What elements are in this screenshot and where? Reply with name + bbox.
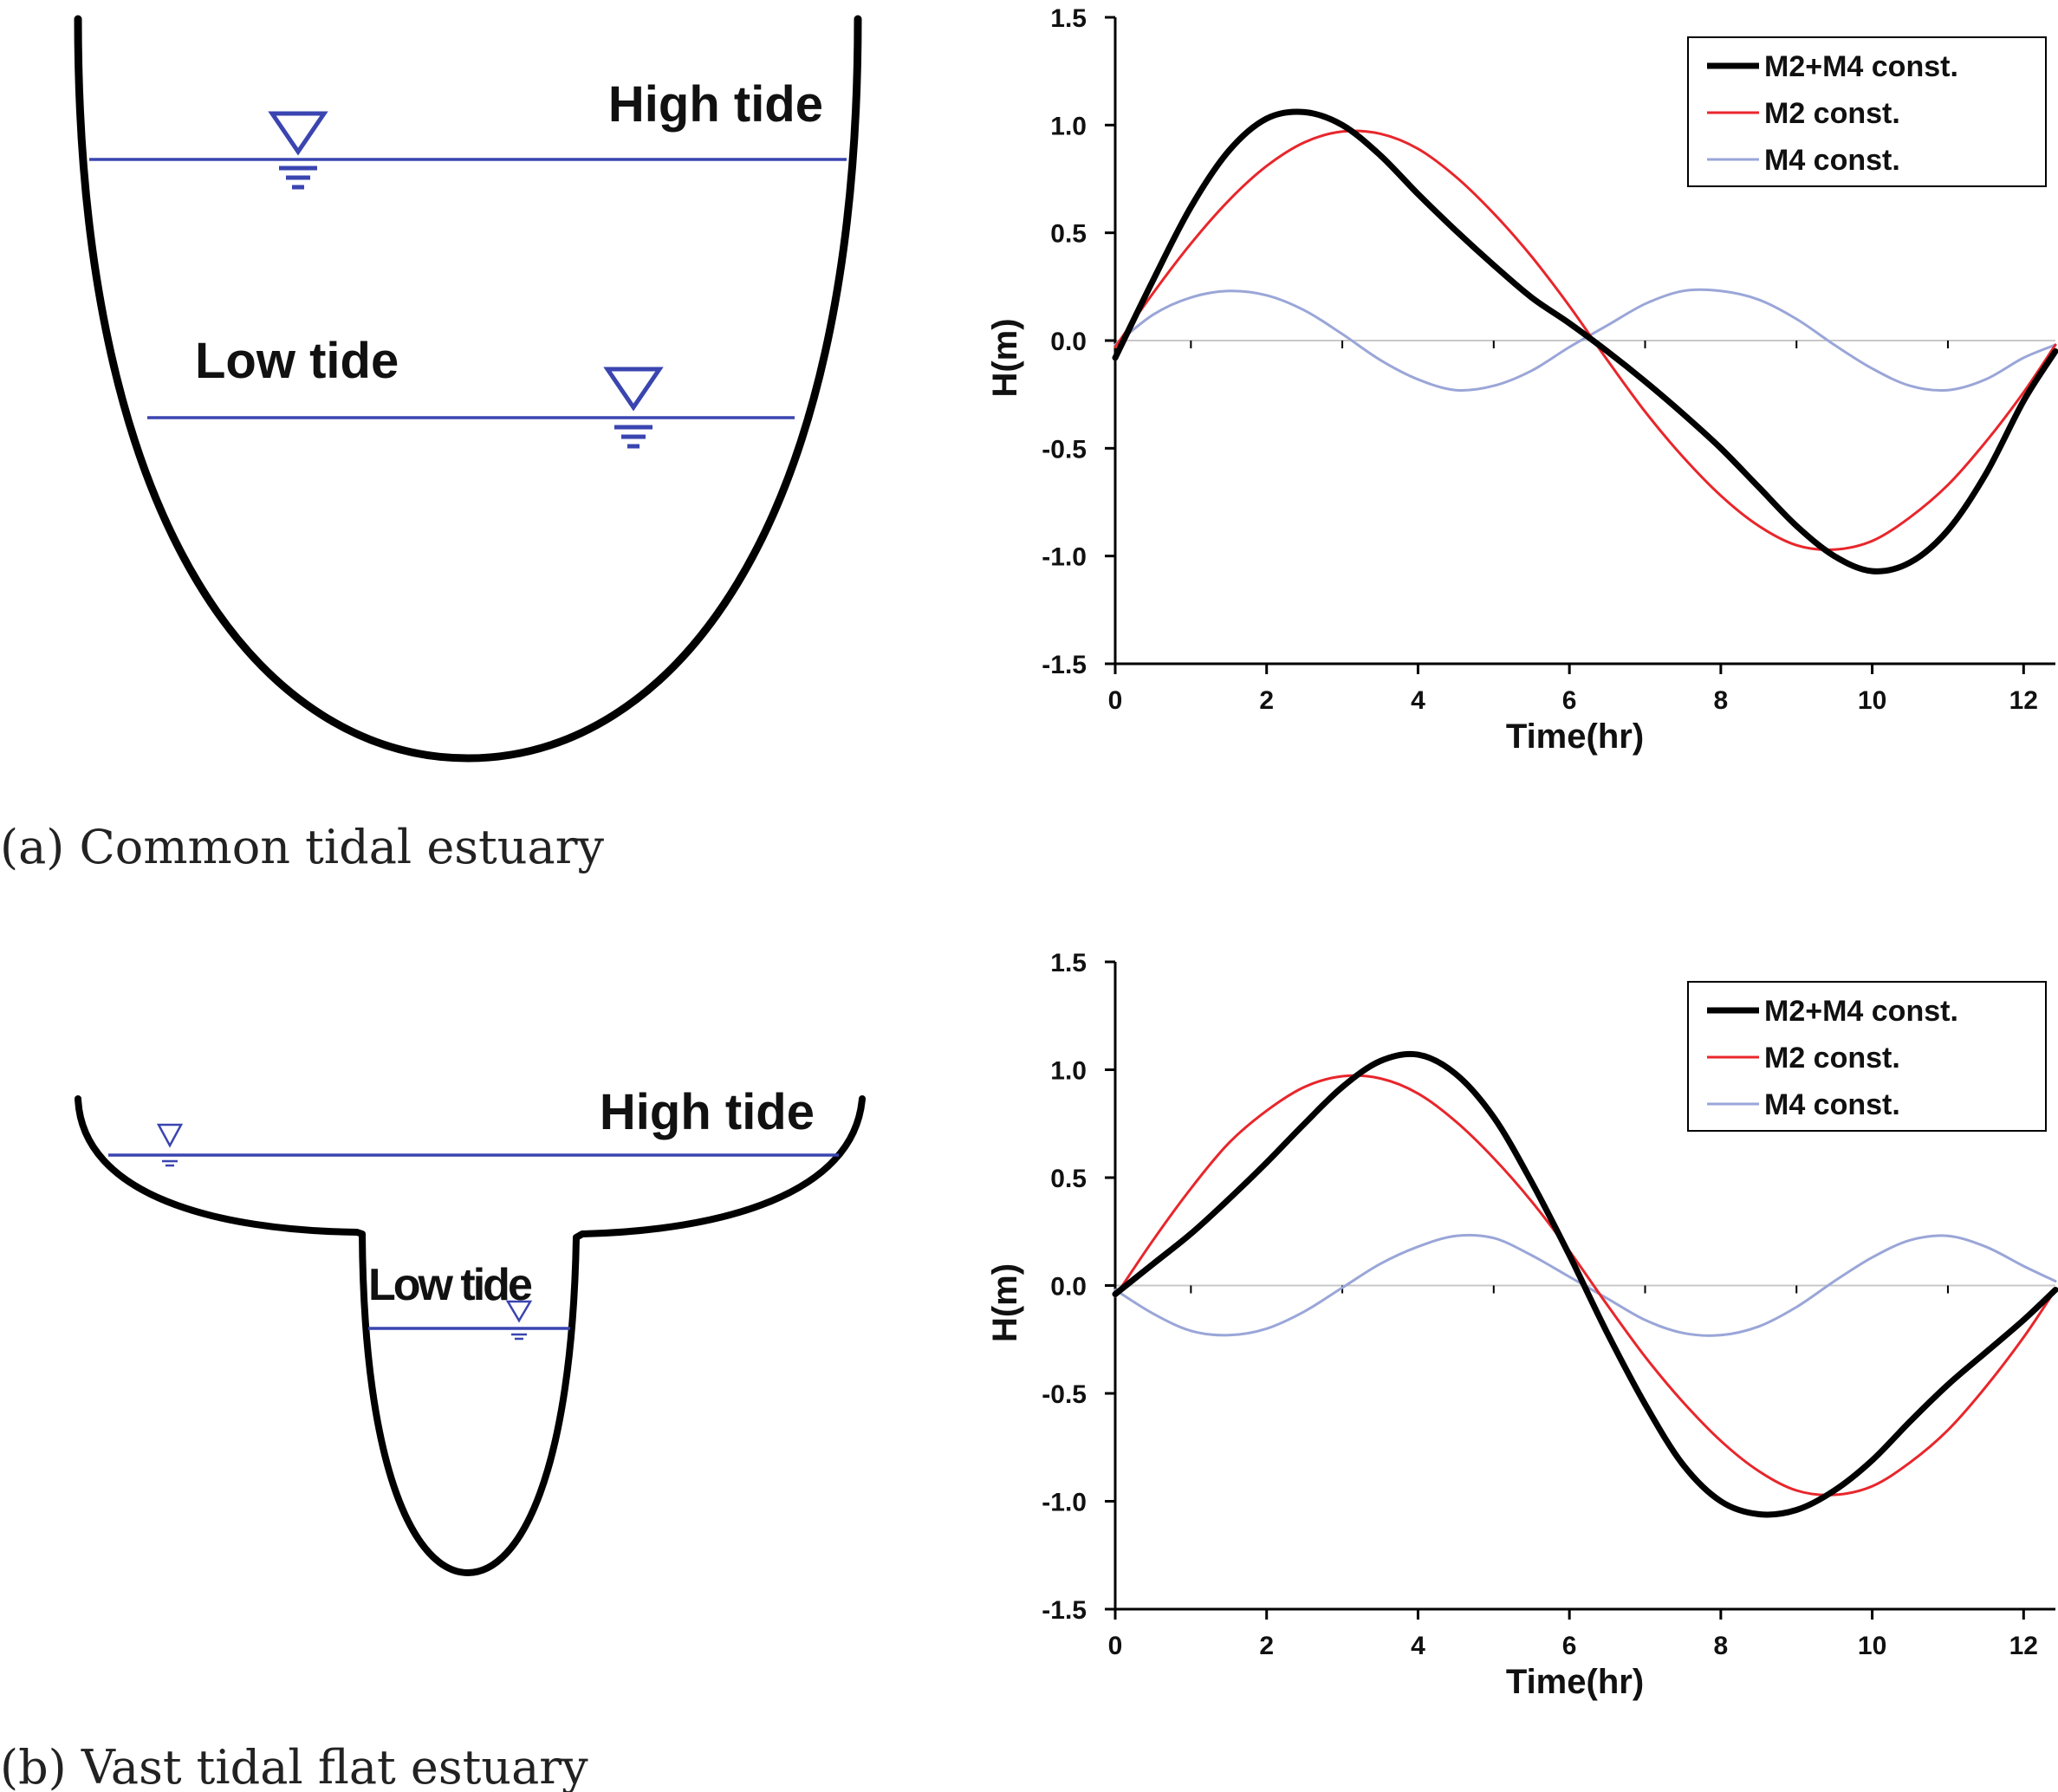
y-tick-label: 1.0 — [1050, 112, 1087, 140]
series-line-m2-const — [1113, 1074, 2057, 1497]
legend-label: M2 const. — [1764, 97, 1900, 130]
x-tick-label: 8 — [1714, 686, 1729, 715]
x-tick-label: 10 — [1858, 1632, 1886, 1660]
estuary-diagram-b: High tide Low tide (b) Vast tidal flat e… — [0, 1084, 866, 1792]
series-line-m2-const — [1113, 129, 2057, 551]
estuary-diagram-a: High tide Low tide (a) Common tidal estu… — [0, 15, 862, 874]
x-tick-label: 4 — [1411, 1632, 1425, 1660]
y-tick-label: 0.0 — [1050, 328, 1087, 356]
series-line-m2-m4-const — [1112, 108, 2058, 575]
high-tide-label-a: High tide — [608, 76, 823, 133]
x-tick-label: 6 — [1562, 1632, 1577, 1660]
water-level-marker-icon — [603, 367, 664, 449]
legend-label: M2+M4 const. — [1764, 995, 1958, 1028]
x-tick-label: 12 — [2009, 1632, 2038, 1660]
legend-label: M4 const. — [1764, 1088, 1900, 1121]
y-tick-label: 0.5 — [1050, 220, 1087, 249]
y-tick-label: 1.5 — [1050, 949, 1087, 977]
y-tick-label: 1.0 — [1050, 1057, 1087, 1086]
y-tick-label: -0.5 — [1042, 1380, 1087, 1409]
x-tick-label: 12 — [2009, 686, 2038, 715]
y-tick-label: 1.5 — [1050, 4, 1087, 33]
y-axis-title: H(m) — [986, 318, 1024, 397]
x-tick-label: 4 — [1411, 686, 1425, 715]
low-tide-label-b: Low tide — [368, 1260, 532, 1310]
tide-chart-tidal-flat-estuary: 1.5 1.0 0.5 0.0 -0.5 -1.0 -1.5 0 2 4 6 8 10 12 Time(hr… — [986, 949, 2058, 1701]
y-tick-label: -0.5 — [1042, 435, 1087, 464]
y-tick-label: 0.0 — [1050, 1273, 1087, 1302]
x-tick-label: 6 — [1562, 686, 1577, 715]
water-level-marker-icon — [156, 1123, 184, 1167]
x-axis-title: Time(hr) — [1506, 717, 1644, 756]
y-tick-label: -1.5 — [1042, 651, 1087, 679]
channel-profile-b — [75, 1095, 866, 1576]
legend-label: M2+M4 const. — [1764, 50, 1958, 83]
x-tick-label: 8 — [1714, 1632, 1729, 1660]
channel-profile-a — [74, 15, 862, 763]
x-tick-label: 10 — [1858, 686, 1886, 715]
y-tick-label: -1.5 — [1042, 1596, 1087, 1625]
caption-b: (b) Vast tidal flat estuary — [0, 1740, 588, 1792]
x-tick-label: 2 — [1259, 1632, 1274, 1660]
series-line-m2-m4-const — [1112, 1050, 2058, 1518]
high-tide-label-b: High tide — [600, 1084, 815, 1140]
caption-a: (a) Common tidal estuary — [0, 820, 605, 874]
y-tick-label: -1.0 — [1042, 1489, 1087, 1517]
x-tick-label: 0 — [1108, 1632, 1123, 1660]
legend-label: M2 const. — [1764, 1042, 1900, 1075]
x-tick-label: 2 — [1259, 686, 1274, 715]
x-tick-label: 0 — [1108, 686, 1123, 715]
low-tide-label-a: Low tide — [195, 333, 399, 389]
legend-label: M4 const. — [1764, 144, 1900, 177]
tide-chart-common-estuary: 1.5 1.0 0.5 0.0 -0.5 -1.0 -1.5 0 2 4 6 8 10 12 Time(hr… — [986, 4, 2058, 756]
y-axis-title: H(m) — [986, 1263, 1024, 1342]
x-axis-title: Time(hr) — [1506, 1663, 1644, 1701]
y-tick-label: -1.0 — [1042, 543, 1087, 572]
water-level-marker-icon — [505, 1300, 533, 1341]
water-level-marker-icon — [268, 111, 328, 190]
y-tick-label: 0.5 — [1050, 1165, 1087, 1193]
